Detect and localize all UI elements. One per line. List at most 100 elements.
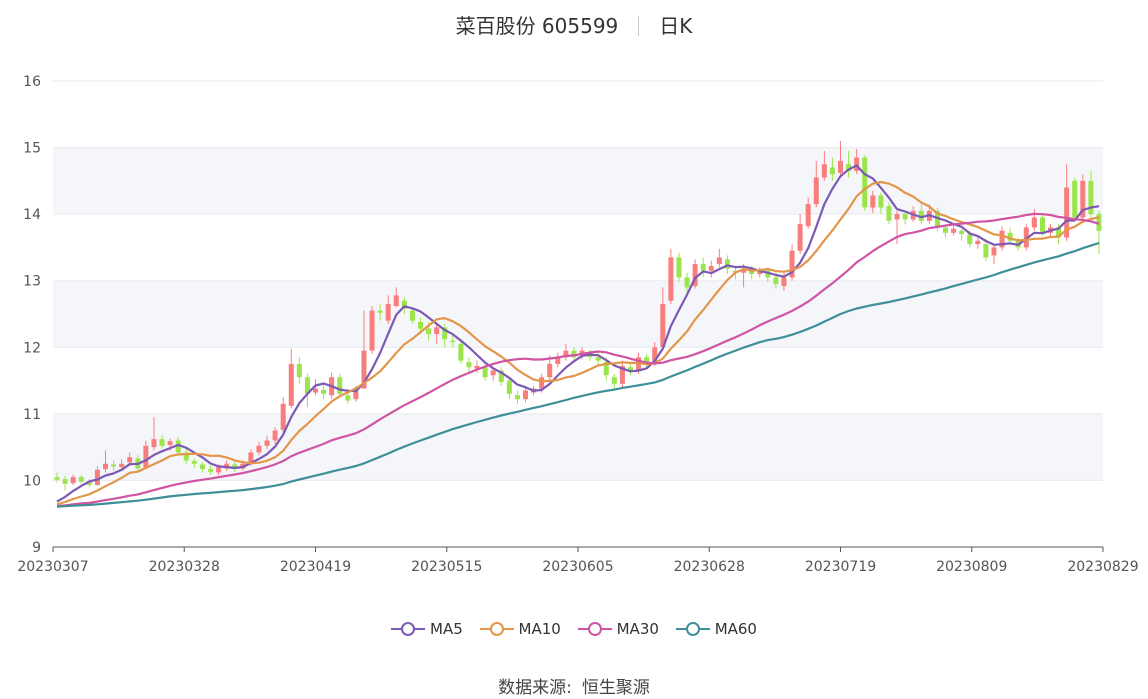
candle-body: [353, 390, 359, 400]
candle: [741, 264, 747, 288]
candle-body: [296, 363, 302, 378]
candle: [627, 361, 634, 376]
candle-body: [522, 390, 529, 400]
candle-body: [870, 195, 876, 208]
candle-body: [1031, 217, 1037, 228]
candle: [886, 202, 892, 225]
candle-body: [474, 365, 480, 369]
legend-ma60[interactable]: MA60: [675, 620, 757, 638]
candle-body: [555, 357, 561, 364]
candle-body: [894, 214, 900, 220]
candle: [837, 140, 844, 178]
candle: [409, 307, 415, 324]
y-tick-label: 13: [23, 274, 41, 290]
candle: [183, 449, 189, 464]
ma5-line: [56, 164, 1100, 503]
candle-body: [829, 167, 835, 175]
candle-body: [94, 469, 100, 486]
candle-body: [102, 463, 109, 470]
candle-body: [482, 367, 488, 378]
legend-ma5[interactable]: MA5: [391, 620, 463, 638]
candle: [207, 465, 214, 475]
candle-body: [539, 377, 545, 389]
candle-body: [111, 464, 117, 467]
period-label: 日K: [659, 14, 693, 38]
candle-body: [862, 157, 868, 208]
candle: [789, 244, 795, 281]
candle-body: [571, 350, 577, 358]
candle: [442, 323, 448, 348]
candle-body: [207, 469, 214, 472]
candle: [878, 192, 884, 215]
candle-body: [902, 214, 908, 220]
candle-body: [361, 350, 367, 389]
candle-body: [256, 445, 262, 453]
candle: [434, 323, 440, 344]
legend-ma30[interactable]: MA30: [577, 620, 659, 638]
candle: [111, 460, 117, 472]
candle: [619, 360, 625, 388]
candle-body: [143, 445, 149, 468]
candle-body: [321, 389, 327, 394]
candle: [70, 474, 76, 486]
candle-body: [385, 304, 391, 321]
ma10-line: [56, 180, 1100, 506]
candle-body: [369, 310, 375, 351]
candle: [1007, 227, 1013, 245]
candle-body: [644, 357, 650, 364]
candle-body: [603, 361, 609, 376]
candle-body: [627, 367, 634, 371]
candle-body: [175, 440, 181, 453]
candle: [272, 427, 278, 444]
candle-body: [312, 388, 319, 393]
y-tick-label: 9: [32, 540, 41, 556]
candle-body: [724, 259, 730, 269]
candle: [151, 417, 157, 451]
candle-body: [466, 361, 472, 368]
candle-body: [78, 477, 84, 482]
candle-body: [1072, 180, 1078, 218]
candle-body: [54, 477, 60, 480]
candle: [304, 373, 310, 408]
candle-body: [983, 244, 989, 258]
candle-body: [1096, 214, 1102, 231]
candle: [829, 157, 835, 181]
candle-body: [757, 270, 763, 275]
candle-body: [652, 347, 658, 362]
candle-body: [514, 395, 520, 400]
gridlines: [53, 80, 1103, 481]
candle-body: [813, 177, 819, 205]
candle: [264, 435, 270, 450]
candle: [232, 461, 238, 472]
candle: [393, 287, 399, 308]
candle: [668, 248, 674, 305]
candle-body: [506, 380, 512, 394]
candle-body: [304, 377, 310, 394]
x-tick-label: 20230809: [936, 559, 1007, 575]
candle-body: [619, 365, 625, 384]
candle-body: [741, 268, 747, 273]
candle-body: [490, 370, 496, 376]
candle: [797, 214, 803, 255]
candle: [175, 437, 181, 456]
legend-ma10[interactable]: MA10: [479, 620, 561, 638]
candle: [975, 237, 981, 249]
legend-label: MA5: [430, 620, 463, 638]
candle-body: [62, 479, 68, 484]
grid-band: [53, 413, 1103, 481]
source-label: 数据来源:: [498, 678, 572, 698]
candle-body: [409, 310, 415, 321]
candle: [1039, 214, 1045, 236]
candle: [506, 377, 512, 400]
data-source: 数据来源: 恒生聚源: [0, 673, 1148, 698]
candle-body: [959, 230, 965, 235]
candle: [644, 353, 650, 369]
y-tick-label: 10: [23, 473, 41, 489]
candle-body: [458, 343, 464, 361]
candle-body: [700, 264, 706, 271]
candle: [821, 150, 827, 181]
candle-body: [1007, 232, 1013, 241]
candle: [514, 390, 520, 404]
candle-body: [199, 464, 205, 470]
candle: [660, 287, 666, 351]
